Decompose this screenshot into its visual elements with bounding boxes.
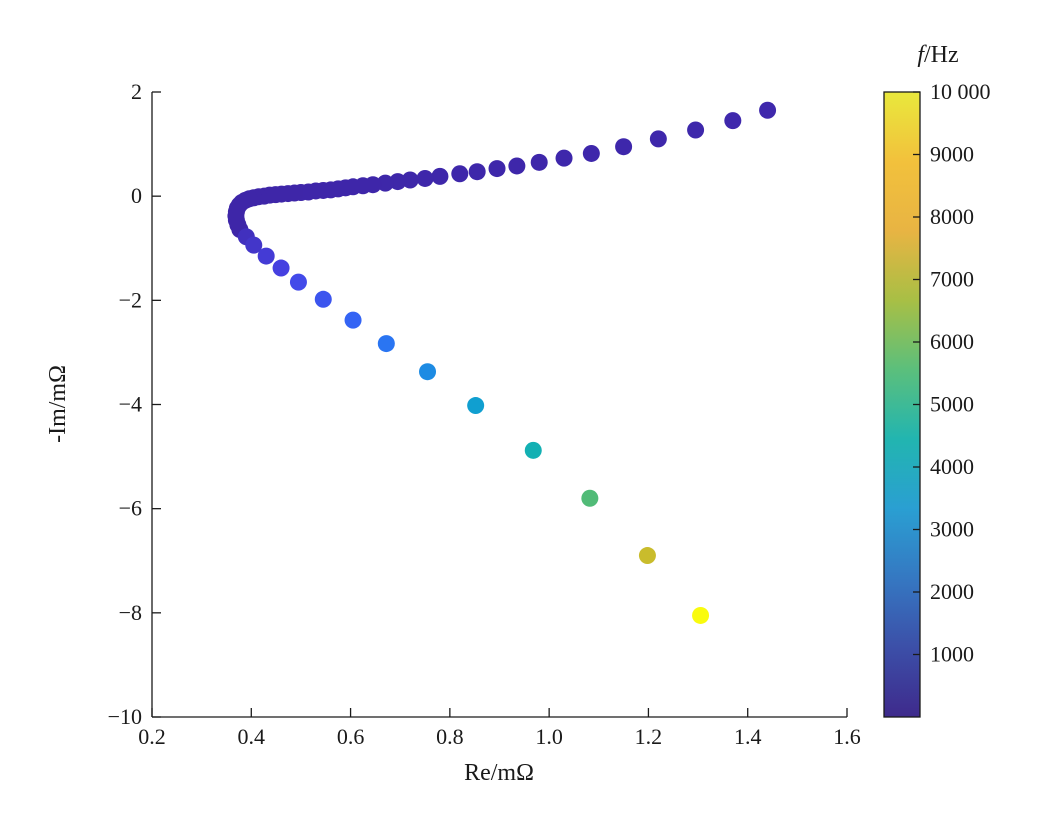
x-tick-label: 0.2 [138,724,166,749]
y-tick-label: −4 [119,392,142,417]
data-point [416,169,434,187]
data-point [687,121,705,139]
data-point [555,149,573,167]
data-point [692,606,710,624]
colorbar-tick-label: 4000 [930,454,974,479]
data-point [245,236,263,254]
colorbar-tick-label: 5000 [930,392,974,417]
colorbar-tick-label: 6000 [930,329,974,354]
y-tick-label: −6 [119,496,142,521]
colorbar-tick-label: 7000 [930,267,974,292]
x-axis-ticks: 0.2 0.4 0.6 0.8 1.0 1.2 1.4 1.6 [138,708,861,749]
colorbar-tick-label: 2000 [930,579,974,604]
y-axis-title: -Im/mΩ [45,365,71,443]
y-axis-ticks: 2 0 −2 −4 −6 −8 −10 [108,79,161,729]
data-point [724,112,742,130]
data-point [508,157,526,175]
data-point [488,160,506,178]
data-points [227,101,777,624]
data-point [376,174,394,192]
data-point [615,138,633,156]
x-tick-label: 0.8 [436,724,464,749]
colorbar-tick-label: 9000 [930,142,974,167]
x-axis-title: Re/mΩ [464,760,534,786]
colorbar-tick-label: 10 000 [930,79,991,104]
colorbar: 1000 2000 3000 4000 5000 6000 7000 8000 9000 10 0… [883,42,991,718]
data-point [272,259,290,277]
x-tick-label: 1.0 [535,724,563,749]
data-point [649,130,667,148]
data-point [451,165,469,183]
x-tick-label: 1.4 [734,724,762,749]
data-point [401,171,419,189]
x-tick-label: 0.6 [337,724,365,749]
data-point [289,273,307,291]
y-tick-label: 2 [131,79,142,104]
colorbar-tick-label: 8000 [930,204,974,229]
data-point [581,489,599,507]
colorbar-tick-label: 3000 [930,517,974,542]
y-tick-label: −8 [119,600,142,625]
data-point [389,173,407,191]
data-point [419,363,437,381]
colorbar-ticks: 1000 2000 3000 4000 5000 6000 7000 8000 9000 10 0… [913,79,991,667]
x-tick-label: 1.6 [833,724,861,749]
data-point [344,311,362,329]
data-point [257,247,275,265]
y-tick-label: −2 [119,287,142,312]
data-point [530,153,548,171]
y-tick-label: −10 [108,704,142,729]
colorbar-title: f/Hz [917,42,958,68]
data-point [467,397,485,415]
data-point [638,547,656,565]
colorbar-title-symbol: f [917,42,927,68]
colorbar-tick-label: 1000 [930,642,974,667]
data-point [524,441,542,459]
x-tick-label: 1.2 [635,724,663,749]
x-tick-label: 0.4 [238,724,266,749]
data-point [314,290,332,308]
colorbar-title-unit: /Hz [924,42,959,68]
y-tick-label: 0 [131,183,142,208]
data-point [468,163,486,181]
data-point [431,167,449,185]
data-point [582,144,600,162]
data-point [759,101,777,119]
data-point [377,335,395,353]
